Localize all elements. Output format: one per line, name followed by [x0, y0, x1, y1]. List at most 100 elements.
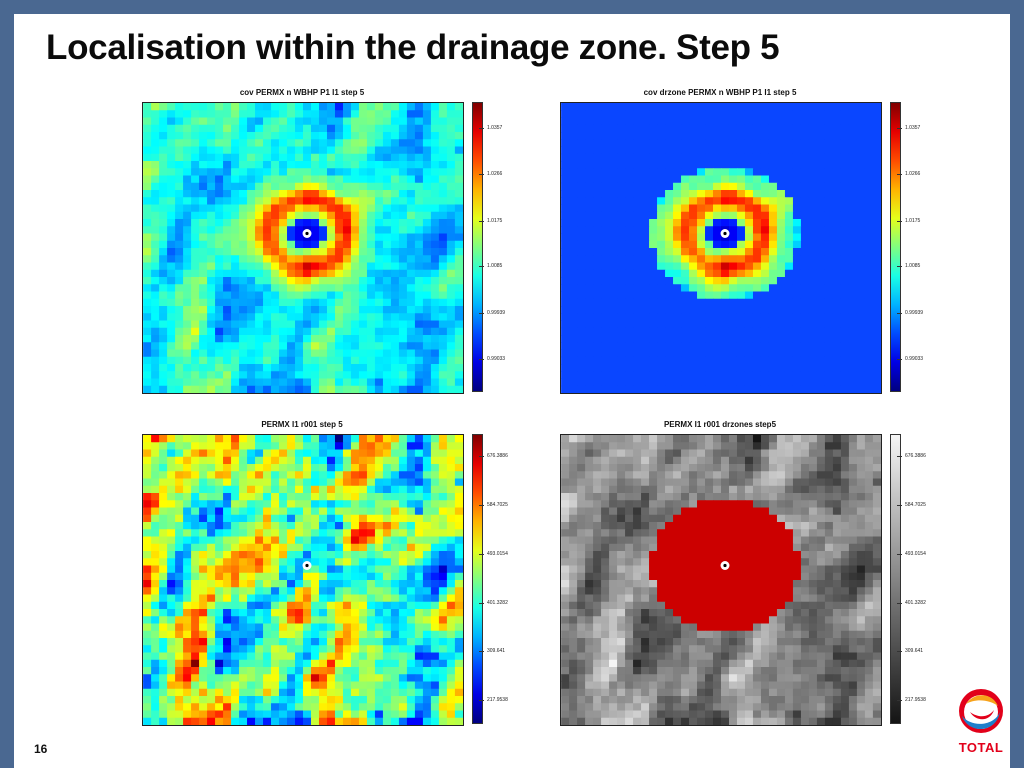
heatmap-cell — [382, 298, 392, 307]
heatmap-cell — [183, 153, 192, 162]
heatmap-cell — [414, 710, 424, 719]
heatmap-cell — [569, 110, 578, 118]
heatmap-cell — [279, 688, 288, 697]
heatmap-cell — [721, 284, 730, 292]
heatmap-cell — [247, 356, 256, 365]
heatmap-cell — [414, 543, 424, 552]
heatmap-cell — [872, 356, 881, 365]
heatmap-cell — [438, 500, 448, 508]
heatmap-cell — [864, 342, 874, 350]
heatmap-cell — [398, 471, 408, 479]
heatmap-cell — [374, 262, 384, 271]
heatmap-cell — [350, 132, 360, 140]
heatmap-cell — [593, 435, 602, 443]
heatmap-cell — [223, 529, 232, 537]
heatmap-cell — [438, 442, 448, 450]
heatmap-cell — [231, 529, 240, 537]
heatmap-cell — [318, 536, 328, 545]
heatmap-cell — [633, 306, 642, 314]
heatmap-cell — [175, 580, 184, 588]
heatmap-cell — [199, 277, 208, 285]
heatmap-cell — [271, 623, 280, 632]
heatmap-cell — [633, 327, 642, 336]
heatmap-cell — [295, 529, 304, 537]
heatmap-cell — [310, 124, 320, 133]
heatmap-cell — [561, 255, 570, 263]
heatmap-cell — [760, 168, 770, 176]
heatmap-cell — [617, 248, 626, 256]
heatmap-cell — [151, 233, 160, 242]
heatmap-cell — [665, 269, 674, 278]
heatmap-cell — [382, 587, 392, 595]
heatmap-cell — [334, 449, 344, 458]
heatmap-cell — [382, 262, 392, 271]
heatmap-cell — [175, 565, 184, 574]
heatmap-cell — [625, 356, 634, 365]
well-marker-center — [723, 231, 727, 236]
heatmap-cell — [191, 110, 200, 118]
heatmap-cell — [760, 298, 770, 307]
heatmap-cell — [159, 529, 168, 537]
heatmap-cell — [151, 342, 160, 350]
heatmap-cell — [721, 262, 730, 271]
heatmap-cell — [406, 645, 416, 653]
heatmap-cell — [800, 219, 810, 227]
heatmap-cell — [382, 667, 392, 675]
colorbar-tick-label: 309.641 — [478, 648, 506, 655]
heatmap-cell — [374, 703, 384, 711]
heatmap-cell — [649, 190, 658, 198]
heatmap-cell — [342, 349, 352, 358]
heatmap-cell — [398, 124, 408, 133]
heatmap-cell — [390, 342, 400, 350]
heatmap-cell — [151, 435, 160, 443]
heatmap-cell — [143, 371, 152, 379]
heatmap-cell — [191, 233, 200, 242]
heatmap-cell — [303, 710, 312, 719]
heatmap-cell — [239, 378, 248, 387]
heatmap-cell — [310, 233, 320, 242]
heatmap-cell — [641, 442, 650, 450]
heatmap-cell — [183, 551, 192, 559]
heatmap-cell — [872, 371, 881, 379]
heatmap-cell — [713, 204, 722, 213]
heatmap-cell — [625, 211, 634, 220]
heatmap-cell — [689, 277, 698, 285]
heatmap-cell — [840, 371, 850, 379]
heatmap-cell — [856, 103, 866, 111]
heatmap-cell — [689, 364, 698, 372]
heatmap-cell — [736, 277, 746, 285]
heatmap-cell — [318, 248, 328, 256]
heatmap-cell — [593, 168, 602, 176]
heatmap-cell — [601, 161, 610, 169]
heatmap-cell — [326, 204, 336, 213]
heatmap-cell — [446, 507, 456, 516]
heatmap-cell — [390, 449, 400, 458]
heatmap-cell — [856, 124, 866, 133]
heatmap-cell — [649, 182, 658, 191]
heatmap-permx — [142, 434, 464, 726]
heatmap-cell — [585, 284, 594, 292]
heatmap-cell — [326, 284, 336, 292]
heatmap-cell — [334, 587, 344, 595]
heatmap-cell — [808, 124, 818, 133]
heatmap-cell — [713, 146, 722, 155]
heatmap-cell — [159, 327, 168, 336]
heatmap-cell — [326, 464, 336, 472]
heatmap-cell — [191, 284, 200, 292]
heatmap-cell — [422, 146, 432, 155]
heatmap-cell — [207, 580, 216, 588]
heatmap-cell — [752, 449, 762, 458]
heatmap-cell — [681, 385, 690, 393]
heatmap-cell — [414, 485, 424, 494]
heatmap-cell — [303, 609, 312, 617]
heatmap-cell — [231, 638, 240, 646]
heatmap-cell — [183, 146, 192, 155]
heatmap-cell — [231, 262, 240, 271]
heatmap-cell — [199, 478, 208, 487]
heatmap-cell — [358, 674, 368, 682]
heatmap-cell — [705, 124, 714, 133]
heatmap-cell — [585, 327, 594, 336]
heatmap-cell — [593, 284, 602, 292]
heatmap-cell — [143, 522, 152, 530]
heatmap-cell — [561, 190, 570, 198]
